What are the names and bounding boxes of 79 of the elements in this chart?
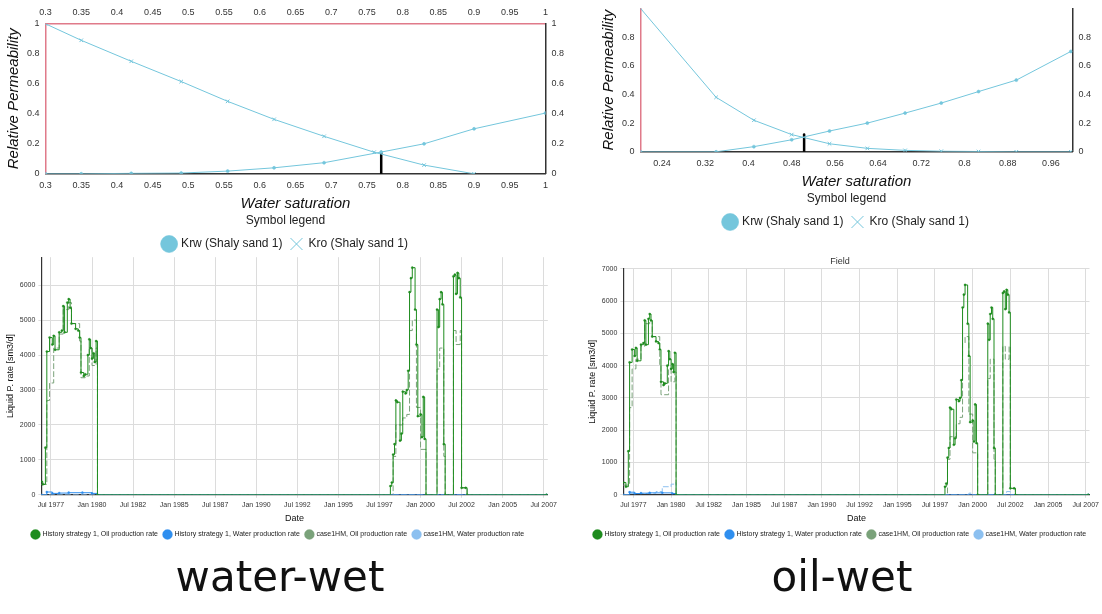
- legend-label: Krw (Shaly sand 1): [181, 236, 283, 251]
- y-axis-title: Relative Permeability: [599, 8, 617, 151]
- x-tick-label: 0.4: [742, 157, 755, 168]
- y-tick-label: 0: [34, 168, 40, 179]
- y-tick-label: 1: [34, 18, 40, 29]
- x-tick-label: 0.64: [869, 157, 887, 168]
- y-axis-title: Liquid P. rate [sm3/d]: [4, 334, 15, 418]
- y-tick-label: 0.8: [27, 48, 40, 59]
- legend-title: Symbol legend: [245, 212, 326, 227]
- x2-tick-label: 0.95: [501, 6, 519, 17]
- x2-tick-label: 0.65: [286, 6, 305, 17]
- x2-tick-label: 0.7: [324, 6, 338, 17]
- x2-tick-label: 1: [542, 6, 548, 17]
- x-tick-label: 0.72: [912, 157, 931, 168]
- y2-tick-label: 1: [551, 18, 557, 29]
- x-tick-label: 0.24: [653, 157, 671, 168]
- x2-tick-label: 0.9: [467, 6, 481, 17]
- x-tick-label: 0.6: [253, 179, 267, 190]
- x-tick-label: 0.7: [324, 179, 338, 190]
- x-tick-label: 0.55: [215, 179, 233, 190]
- x-tick-label: 0.4: [110, 179, 124, 190]
- x-tick-label: 0.96: [1042, 157, 1060, 168]
- x2-tick-label: 0.85: [429, 6, 448, 17]
- x-tick-label: 0.5: [182, 179, 195, 190]
- x-tick-label: 0.8: [396, 179, 409, 190]
- y-tick-label: 0.2: [622, 117, 635, 128]
- y2-tick-label: 0.8: [1078, 31, 1091, 42]
- y-tick-label: 0: [629, 146, 635, 157]
- x2-tick-label: 0.75: [358, 6, 376, 17]
- y2-tick-label: 0.2: [551, 138, 564, 149]
- x2-tick-label: 0.3: [39, 6, 52, 17]
- legend-label: Krw (Shaly sand 1): [742, 214, 844, 229]
- x-tick-label: 0.45: [143, 179, 162, 190]
- x-tick-label: 0.3: [39, 179, 52, 190]
- x2-tick-label: 0.8: [396, 6, 409, 17]
- x-tick-label: 0.9: [467, 179, 481, 190]
- x-axis-title: Date: [285, 513, 305, 524]
- legend-label: Kro (Shaly sand 1): [869, 214, 969, 229]
- x-tick-label: 1: [542, 179, 548, 190]
- x-tick-label: 0.85: [429, 179, 448, 190]
- chart-title: Field: [830, 255, 850, 266]
- x2-tick-label: 0.4: [110, 6, 124, 17]
- y-axis-title: Liquid P. rate [sm3/d]: [586, 339, 597, 424]
- y-tick-label: 0.4: [622, 88, 635, 99]
- x-tick-label: 0.32: [696, 157, 715, 168]
- y-tick-label: 0.4: [27, 108, 40, 119]
- x-tick-label: 0.65: [286, 179, 305, 190]
- x-axis-title: Water saturation: [801, 171, 912, 189]
- y-tick-label: 0.2: [27, 138, 40, 149]
- y2-tick-label: 0.8: [551, 48, 564, 59]
- x2-tick-label: 0.5: [182, 6, 195, 17]
- x-axis-title: Date: [846, 513, 866, 524]
- y2-tick-label: 0: [1078, 146, 1084, 157]
- x-tick-label: 0.8: [958, 157, 971, 168]
- y-tick-label: 0.8: [622, 31, 635, 42]
- x-tick-label: 0.75: [358, 179, 376, 190]
- x-tick-label: 0.56: [826, 157, 844, 168]
- x2-tick-label: 0.55: [215, 6, 233, 17]
- y2-tick-label: 0.4: [551, 108, 564, 119]
- x-tick-label: 0.95: [501, 179, 519, 190]
- y-tick-label: 0.6: [622, 60, 635, 71]
- y2-tick-label: 0.2: [1078, 117, 1091, 128]
- x-tick-label: 0.35: [72, 179, 90, 190]
- y2-tick-label: 0.4: [1078, 88, 1091, 99]
- y-tick-label: 0.6: [27, 78, 40, 89]
- x2-tick-label: 0.35: [72, 6, 90, 17]
- y2-tick-label: 0: [551, 168, 557, 179]
- y-axis-title: Relative Permeability: [4, 26, 22, 170]
- x2-tick-label: 0.6: [253, 6, 267, 17]
- text: water-wet: [174, 552, 386, 601]
- text: oil-wet: [770, 552, 914, 601]
- y2-tick-label: 0.6: [1078, 60, 1091, 71]
- x-tick-label: 0.48: [782, 157, 801, 168]
- y2-tick-label: 0.6: [551, 78, 564, 89]
- legend-title: Symbol legend: [806, 190, 887, 205]
- legend-label: Kro (Shaly sand 1): [308, 236, 408, 251]
- x-axis-title: Water saturation: [240, 193, 351, 211]
- x2-tick-label: 0.45: [143, 6, 162, 17]
- x-tick-label: 0.88: [998, 157, 1017, 168]
